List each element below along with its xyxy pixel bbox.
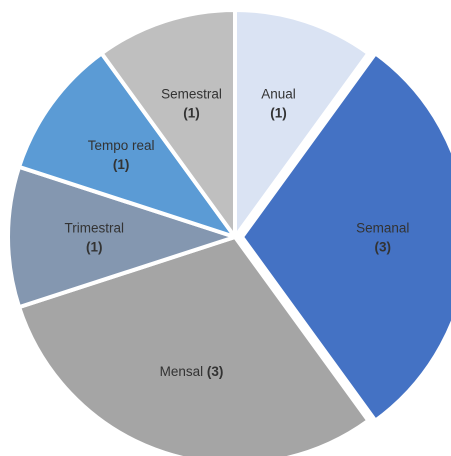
slice-value: (1) [270, 106, 287, 121]
pie-slice-trimestral [6, 164, 237, 310]
slice-label-mensal: Mensal (3) [160, 364, 224, 379]
slice-name: Trimestral [65, 221, 125, 236]
pie-slice-anual [233, 8, 371, 239]
slice-label-trimestral: Trimestral (1) [65, 221, 125, 255]
slice-label-semestral: Semestral (1) [161, 87, 222, 121]
slice-label-tempo-real: Tempo real (1) [88, 138, 155, 172]
slice-name: Semanal [356, 221, 409, 236]
slice-name: Anual [261, 87, 296, 102]
slice-name: Mensal [160, 364, 207, 379]
slice-value: (1) [113, 157, 130, 172]
pie-slice-tempo-real [17, 51, 237, 239]
pie-labels: Anual (1)Semanal (3)Mensal (3)Trimestral (1… [65, 87, 410, 379]
pie-slice-mensal [17, 235, 371, 456]
slice-label-semanal: Semanal (3) [356, 221, 409, 255]
pie-slice-semanal [240, 51, 451, 423]
slice-value: (3) [207, 364, 224, 379]
slice-value: (1) [183, 106, 200, 121]
pie-slices [6, 8, 451, 456]
slice-value: (1) [86, 240, 103, 255]
slice-value: (3) [374, 240, 391, 255]
slice-name: Semestral [161, 87, 222, 102]
pie-slice-semestral [99, 8, 237, 239]
slice-name: Tempo real [88, 138, 155, 153]
slice-label-anual: Anual (1) [261, 87, 296, 121]
